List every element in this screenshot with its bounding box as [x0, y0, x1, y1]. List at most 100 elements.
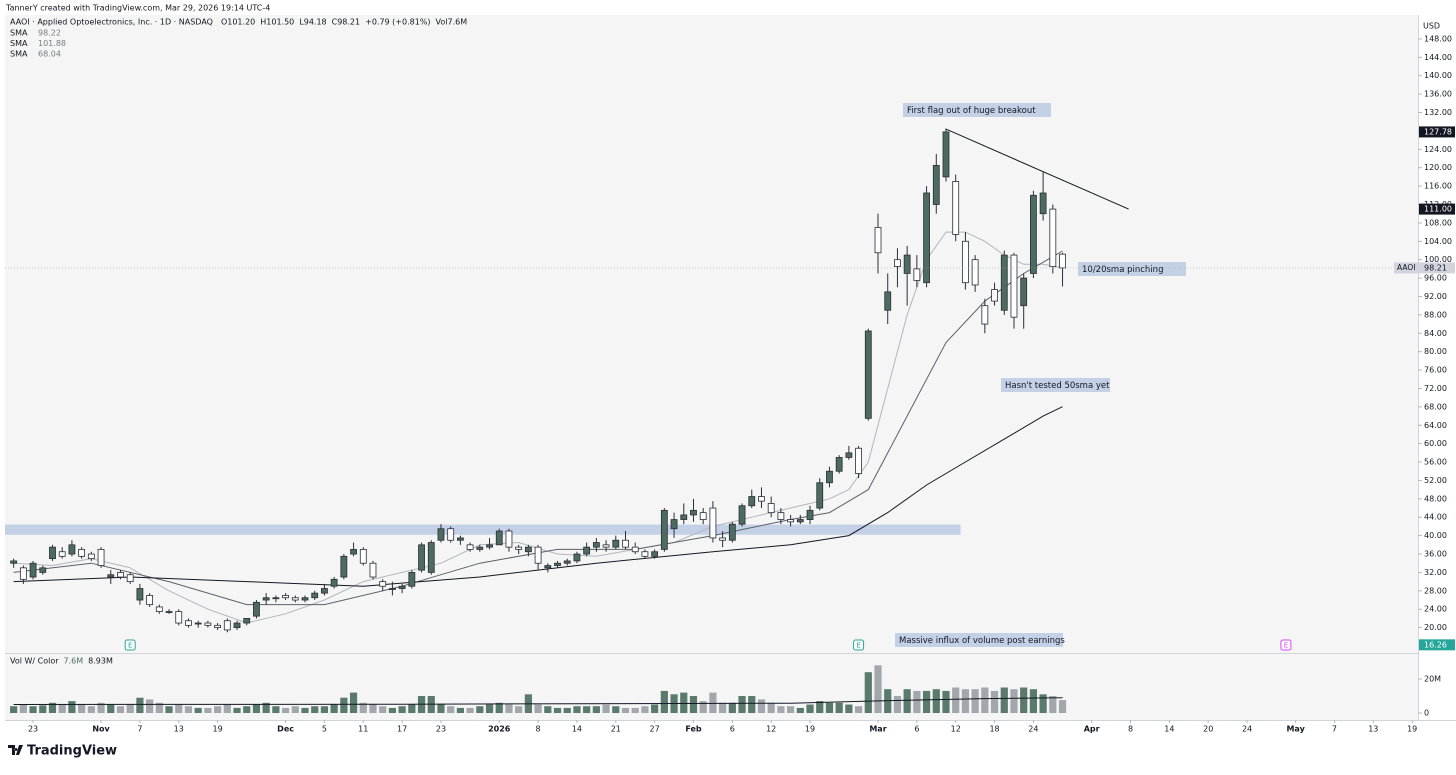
volume-bar [476, 706, 484, 714]
volume-bar [78, 704, 86, 714]
volume-bar [262, 702, 270, 714]
x-tick-label: 24 [1242, 725, 1252, 734]
candle-body [447, 528, 455, 541]
candle-body [864, 330, 872, 419]
volume-bar [349, 692, 358, 714]
x-tick-label: 19 [1407, 725, 1417, 734]
volume-bar [680, 692, 688, 714]
x-tick-label: 14 [572, 725, 582, 734]
candle-body [806, 509, 814, 520]
x-tick-label: 19 [213, 725, 223, 734]
candle-body [991, 289, 998, 302]
volume-bar [320, 706, 329, 714]
symbol-tag: AAOI [1397, 263, 1415, 272]
annotation-box [895, 633, 1063, 647]
y-tick-label: 40.00 [1424, 531, 1447, 540]
x-tick-label: May [1286, 725, 1305, 734]
volume-bar [534, 704, 542, 714]
x-tick-label: 19 [805, 725, 815, 734]
y-tick-label: 52.00 [1424, 476, 1447, 485]
volume-bar [777, 706, 785, 714]
volume-bar [757, 699, 766, 714]
candle-body [175, 611, 183, 624]
volume-bar [922, 690, 931, 714]
currency: USD [1423, 22, 1440, 31]
logo-icon [8, 745, 23, 755]
volume-bar [116, 706, 125, 714]
volume-bar [165, 706, 173, 714]
candle-body [10, 560, 18, 564]
candle-body [981, 305, 989, 325]
volume-bar [748, 696, 756, 714]
volume-bar [602, 704, 610, 714]
candle-body [1010, 254, 1018, 318]
price-label-bg [1419, 126, 1455, 138]
volume-bar [87, 706, 95, 714]
candle-body [826, 470, 833, 484]
volume-bar [1010, 689, 1018, 714]
candle-body [719, 537, 727, 541]
sma-line [13, 250, 1063, 606]
candle-body [350, 549, 357, 555]
volume-bar [835, 702, 843, 714]
x-tick-label: 20 [1203, 725, 1213, 734]
candle-body [301, 597, 309, 601]
volume-bar [563, 707, 571, 714]
candle-body [660, 509, 668, 550]
y-tick-label: 144.00 [1424, 53, 1452, 62]
candle-body [923, 192, 930, 284]
candle-body [107, 574, 115, 578]
logo: TradingView [8, 744, 117, 759]
candle-body [894, 259, 901, 267]
volume-bar [272, 706, 280, 714]
volume-bar [806, 704, 814, 714]
volume-bar [243, 706, 251, 714]
candle-body [437, 528, 445, 541]
volume-bar [1039, 694, 1047, 714]
symbol-tag-bg [1394, 262, 1418, 274]
x-tick-label: 27 [650, 725, 660, 734]
candle-body [1020, 277, 1028, 307]
candle-body [330, 578, 338, 587]
volume-bar [583, 706, 591, 714]
candle-body [253, 601, 260, 617]
volume-bar [388, 707, 397, 714]
volume-bar [816, 701, 824, 714]
volume-bar [971, 689, 979, 714]
volume-bar [728, 702, 736, 714]
volume-bar [689, 696, 698, 714]
earnings-label: E [1284, 642, 1288, 650]
candle-body [971, 259, 979, 286]
volume-bar [213, 706, 222, 714]
candle-body [1049, 208, 1057, 267]
volume-bar [146, 699, 154, 714]
legend-sma-value: 98.22 [38, 29, 61, 38]
x-tick-label: 17 [397, 725, 407, 734]
volume-bar [787, 706, 795, 714]
volume-bar [437, 704, 445, 714]
candle-body [758, 496, 765, 502]
volume-bar [1000, 687, 1008, 714]
candle-body [456, 537, 464, 541]
y-tick-label: 116.00 [1424, 182, 1452, 191]
volume-bar [97, 702, 105, 714]
candle-body [544, 565, 552, 569]
legend-title: AAOI · Applied Optoelectronics, Inc. · 1… [10, 18, 213, 27]
volume-bar [612, 706, 620, 714]
volume-bar [544, 706, 552, 714]
candle-body [291, 597, 299, 601]
price-label: 16.26 [1424, 640, 1447, 649]
volume-tick-label: 0 [1424, 709, 1429, 718]
volume-bar [1058, 700, 1067, 714]
candle-body [204, 622, 212, 626]
y-tick-label: 44.00 [1424, 513, 1447, 522]
candle-body [78, 549, 86, 557]
y-tick-label: 104.00 [1424, 237, 1452, 246]
x-tick-label: Mar [869, 725, 886, 734]
y-tick-label: 60.00 [1424, 439, 1447, 448]
legend-sma-name: SMA [10, 50, 28, 59]
candle-body [223, 620, 231, 631]
credit: TannerY created with TradingView.com, Ma… [5, 4, 270, 13]
sma-line [13, 406, 1063, 587]
volume-bar [495, 702, 503, 714]
